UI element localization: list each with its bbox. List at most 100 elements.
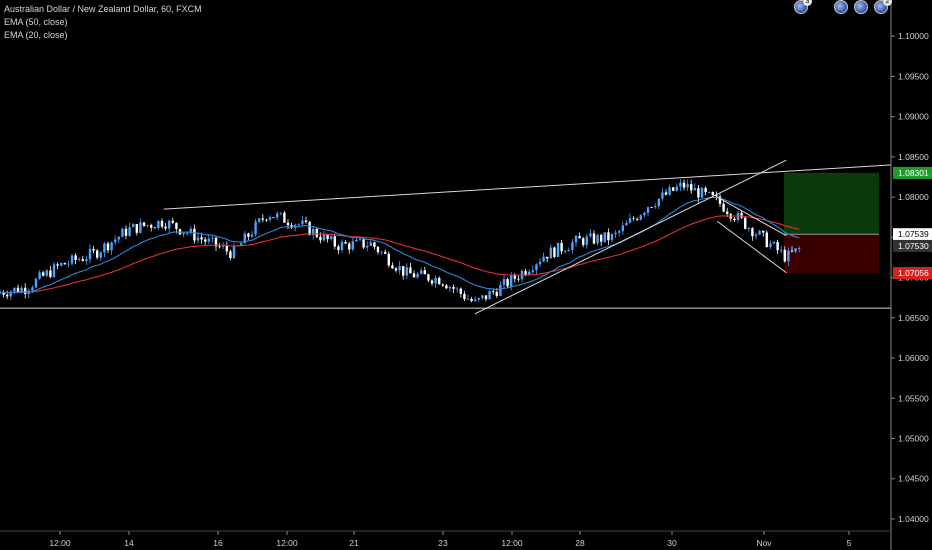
candle-body — [556, 242, 560, 257]
trendlines-layer — [0, 159, 892, 315]
candle-body — [369, 242, 372, 246]
candle-body — [758, 230, 761, 235]
candle-body — [330, 236, 333, 240]
price-tick-label: 1.06000 — [898, 353, 929, 363]
price-tick-label: 1.09000 — [898, 112, 929, 122]
candle-body — [434, 277, 437, 284]
candle-body — [596, 234, 599, 244]
candle-body — [186, 233, 189, 234]
candle-body — [499, 284, 502, 296]
candle-body — [654, 206, 657, 208]
candle-body — [423, 270, 426, 275]
channel-top-line — [163, 164, 892, 210]
candle-body — [610, 234, 614, 241]
candle-body — [708, 192, 711, 193]
candle-body — [142, 222, 146, 226]
candle-body — [337, 246, 340, 251]
candle-body — [747, 228, 750, 229]
candle-body — [456, 288, 459, 290]
time-tick-label: 12:00 — [276, 538, 298, 548]
candle-body — [297, 224, 300, 226]
price-badges: 1.08301 1.07539 1.07530 1.07056 — [893, 166, 932, 280]
economic-event-icon[interactable] — [854, 0, 868, 14]
candle-body — [693, 188, 696, 191]
candle-body — [690, 184, 693, 191]
candle-body — [45, 270, 48, 276]
candle-body — [211, 237, 214, 239]
candle-body — [765, 232, 768, 248]
time-tick-label: 23 — [438, 538, 448, 548]
candle-body — [405, 267, 408, 276]
economic-event-icon[interactable]: 2 — [874, 0, 892, 14]
candle-body — [229, 251, 232, 259]
candle-body — [2, 292, 5, 295]
candle-body — [240, 243, 243, 246]
candle-body — [600, 234, 603, 242]
candle-body — [628, 218, 632, 223]
candle-body — [56, 264, 59, 266]
candle-body — [571, 242, 574, 250]
candle-body — [679, 182, 682, 187]
candle-body — [247, 233, 250, 237]
candle-body — [6, 294, 9, 297]
candles-layer — [0, 179, 801, 303]
candle-body — [506, 279, 509, 287]
target-zone — [784, 172, 879, 235]
candle-body — [308, 221, 311, 236]
candle-body — [603, 232, 606, 242]
candle-body — [409, 267, 412, 274]
candle-body — [726, 211, 729, 214]
candle-body — [74, 255, 77, 261]
ema50-label[interactable]: EMA (50, close) — [4, 17, 68, 27]
candle-body — [769, 243, 772, 248]
candle-body — [466, 298, 470, 300]
candle-body — [438, 277, 441, 285]
symbol-title[interactable]: Australian Dollar / New Zealand Dollar, … — [4, 4, 202, 14]
candle-body — [67, 263, 70, 265]
candle-body — [675, 186, 678, 191]
candle-body — [182, 233, 185, 235]
economic-event-icon[interactable]: 3 — [794, 0, 812, 14]
candle-body — [160, 220, 164, 227]
candle-body — [531, 270, 534, 272]
candle-body — [639, 215, 642, 220]
candle-body — [110, 242, 113, 251]
candle-body — [718, 196, 722, 204]
candle-body — [261, 218, 264, 220]
falling-wedge-bottom-line — [716, 220, 787, 274]
candle-body — [664, 192, 668, 195]
candle-body — [78, 259, 81, 261]
candle-body — [207, 238, 210, 242]
candle-body — [794, 248, 797, 252]
candle-body — [618, 231, 621, 233]
candle-body — [164, 226, 167, 229]
economic-event-icon[interactable] — [834, 0, 848, 14]
time-tick-label: 30 — [667, 538, 677, 548]
candle-body — [607, 232, 610, 241]
candle-body — [301, 220, 304, 225]
candle-body — [193, 228, 196, 241]
candle-body — [776, 241, 779, 251]
candle-body — [542, 256, 545, 262]
candle-body — [452, 286, 455, 289]
entry-price-badge: 1.07539 — [893, 228, 932, 241]
candle-body — [366, 245, 369, 248]
time-tick-label: 16 — [213, 538, 223, 548]
candle-body — [790, 250, 794, 252]
time-tick-label: 12:00 — [49, 538, 71, 548]
candle-body — [117, 236, 120, 240]
price-tick-label: 1.09500 — [898, 71, 929, 81]
candle-body — [592, 233, 596, 244]
candle-body — [614, 232, 617, 235]
candle-body — [146, 225, 149, 226]
ema20-label[interactable]: EMA (20, close) — [4, 30, 68, 40]
candle-body — [394, 268, 398, 271]
candle-body — [470, 298, 473, 301]
last-price-badge-label: 1.07530 — [898, 241, 929, 251]
candle-body — [304, 220, 308, 222]
candle-body — [225, 245, 228, 252]
time-tick-label: 14 — [124, 538, 134, 548]
candle-body — [643, 212, 646, 216]
